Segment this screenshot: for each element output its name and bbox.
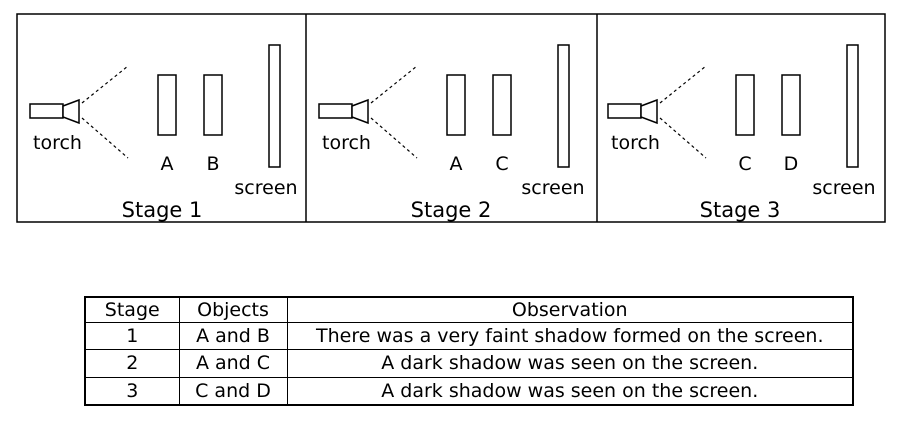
table-row: 1 A and B There was a very faint shadow … <box>84 321 854 351</box>
torch-label: torch <box>611 132 660 154</box>
object-1-block <box>157 74 177 136</box>
object-1-block <box>446 74 466 136</box>
stage-caption: Stage 3 <box>700 198 781 222</box>
object-1-block <box>735 74 755 136</box>
screen-label: screen <box>234 177 297 199</box>
table-row: 2 A and C A dark shadow was seen on the … <box>84 349 854 378</box>
object-1-label: A <box>450 153 463 175</box>
table-row: 3 C and D A dark shadow was seen on the … <box>84 376 854 406</box>
cell-observation: A dark shadow was seen on the screen. <box>286 376 854 406</box>
stage-caption: Stage 1 <box>122 198 203 222</box>
experiment-diagram: torch A B screen Stage 1 torch A C scree… <box>16 13 886 223</box>
header-stage: Stage <box>84 296 180 323</box>
torch-icon <box>318 98 369 125</box>
object-2-label: D <box>784 153 799 175</box>
object-2-label: C <box>495 153 508 175</box>
object-2-label: B <box>206 153 219 175</box>
cell-observation: A dark shadow was seen on the screen. <box>286 349 854 378</box>
light-ray-lower <box>81 117 129 159</box>
cell-objects: A and C <box>178 349 288 378</box>
stage-panel-3: torch C D screen Stage 3 <box>607 44 876 222</box>
cell-objects: A and B <box>178 321 288 351</box>
observation-table: Stage Objects Observation 1 A and B Ther… <box>84 296 854 406</box>
stage-panel-1: torch A B screen Stage 1 <box>29 44 298 222</box>
screen-block <box>268 44 281 168</box>
cell-stage: 2 <box>84 349 180 378</box>
screen-label: screen <box>521 177 584 199</box>
torch-label: torch <box>33 132 82 154</box>
header-objects: Objects <box>178 296 288 323</box>
light-ray-upper <box>81 65 129 104</box>
cell-stage: 3 <box>84 376 180 406</box>
screen-label: screen <box>812 177 875 199</box>
screen-block <box>846 44 859 168</box>
torch-icon <box>29 98 80 125</box>
light-ray-upper <box>370 65 418 104</box>
object-1-label: A <box>161 153 174 175</box>
light-ray-lower <box>370 117 418 159</box>
object-1-label: C <box>738 153 751 175</box>
object-2-block <box>492 74 512 136</box>
cell-observation: There was a very faint shadow formed on … <box>286 321 854 351</box>
diagram-frame <box>16 13 886 223</box>
stage-panel-2: torch A C screen Stage 2 <box>318 44 585 222</box>
torch-label: torch <box>322 132 371 154</box>
object-2-block <box>203 74 223 136</box>
object-2-block <box>781 74 801 136</box>
cell-objects: C and D <box>178 376 288 406</box>
light-ray-lower <box>659 117 707 159</box>
torch-icon <box>607 98 658 125</box>
light-ray-upper <box>659 65 707 104</box>
cell-stage: 1 <box>84 321 180 351</box>
screen-block <box>557 44 570 168</box>
stage-caption: Stage 2 <box>411 198 492 222</box>
header-observation: Observation <box>286 296 854 323</box>
table-header-row: Stage Objects Observation <box>84 296 854 323</box>
